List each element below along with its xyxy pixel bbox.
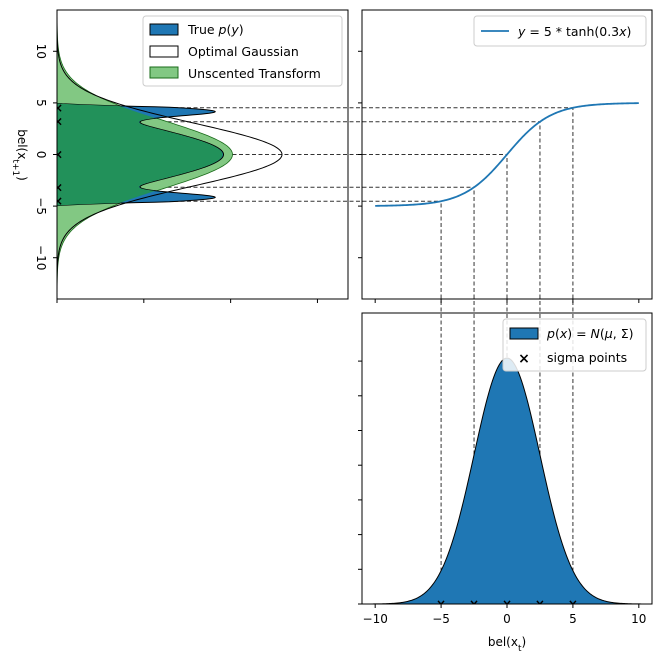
- nonlinear-function-legend: y = 5 * tanh(0.3x): [473, 15, 647, 47]
- transformed-sigma-marker: ×: [53, 194, 63, 208]
- legend-curve-label: y = 5 * tanh(0.3x): [517, 24, 631, 39]
- transformed-sigma-marker: ×: [53, 180, 63, 194]
- input-xtick-label: 10: [631, 612, 646, 626]
- legend-sigma-label: sigma points: [547, 350, 627, 365]
- legend-optimal-label: Optimal Gaussian: [188, 44, 299, 59]
- legend-true-label: True p(y): [187, 22, 244, 37]
- legend-true-swatch: [149, 23, 179, 36]
- legend-ut-swatch: [149, 66, 179, 79]
- legend-input-label: p(x) = N(μ, Σ): [546, 326, 633, 341]
- input-belief-panel: × × × × × −10 −5 0 5 10 bel(xt) p(x) = N(μ, Σ) ×…: [358, 312, 653, 654]
- overlap-area: [57, 102, 223, 207]
- legend-input-swatch: [509, 327, 539, 340]
- transformed-ytick-label: 10: [34, 44, 48, 59]
- input-xtick-label: −10: [363, 612, 388, 626]
- input-xtick-label: −5: [432, 612, 450, 626]
- legend-optimal-swatch: [149, 45, 179, 58]
- transformed-ytick-label: 0: [34, 151, 48, 159]
- transformed-ytick-label: −10: [34, 245, 48, 270]
- transformed-sigma-marker: ×: [53, 115, 63, 129]
- sigma-point-marker: ×: [535, 597, 545, 611]
- transformed-ytick-label: 5: [34, 99, 48, 107]
- transformed-sigma-marker: ×: [53, 148, 63, 162]
- legend-ut-label: Unscented Transform: [188, 66, 321, 81]
- input-belief-xlabel: bel(xt): [488, 635, 526, 654]
- sigma-point-marker: ×: [568, 597, 578, 611]
- nonlinear-function-panel: y = 5 * tanh(0.3x): [358, 9, 653, 303]
- sigma-point-marker: ×: [502, 597, 512, 611]
- input-gaussian-area: [362, 357, 652, 604]
- transformed-belief-ylabel: bel(xt+1): [10, 129, 29, 181]
- legend-sigma-marker: ×: [518, 351, 530, 367]
- input-xtick-label: 0: [503, 612, 511, 626]
- sigma-point-marker: ×: [469, 597, 479, 611]
- input-xtick-label: 5: [569, 612, 577, 626]
- optimal-gaussian-outline: [57, 10, 283, 299]
- tanh-curve: [375, 102, 639, 207]
- transformed-belief-legend: True p(y) Optimal Gaussian Unscented Tra…: [142, 15, 343, 87]
- transformed-ytick-label: −5: [34, 197, 48, 215]
- input-belief-legend: p(x) = N(μ, Σ) × sigma points: [502, 318, 647, 372]
- sigma-point-marker: ×: [436, 597, 446, 611]
- transformed-sigma-marker: ×: [53, 101, 63, 115]
